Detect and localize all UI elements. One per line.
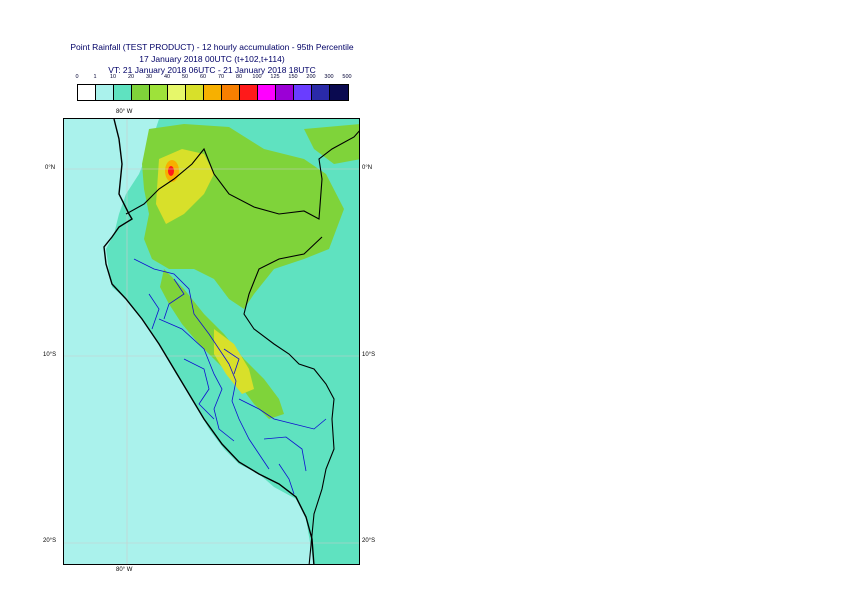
lat-label-20s-right: 20°S xyxy=(362,538,376,544)
lat-label-eq-right: 0°N xyxy=(362,165,373,171)
legend-swatch xyxy=(294,85,312,100)
legend-color-bar xyxy=(77,84,349,101)
legend-label: 0 xyxy=(75,74,79,80)
title-line-3: VT: 21 January 2018 06UTC - 21 January 2… xyxy=(108,65,316,75)
legend-label: 40 xyxy=(163,74,171,80)
lon-label-bottom: 80° W xyxy=(116,567,133,573)
legend-label: 50 xyxy=(181,74,189,80)
title-line-1: Point Rainfall (TEST PRODUCT) - 12 hourl… xyxy=(70,42,354,52)
legend-label: 100 xyxy=(252,74,262,80)
admin-boundary xyxy=(148,278,240,375)
legend-swatch xyxy=(78,85,96,100)
legend-label: 60 xyxy=(199,74,207,80)
legend-label: 300 xyxy=(324,74,334,80)
lon-label-top: 80° W xyxy=(116,109,133,115)
legend-swatch xyxy=(276,85,294,100)
legend-label: 1 xyxy=(93,74,97,80)
country-border xyxy=(125,130,359,564)
admin-boundary xyxy=(158,318,235,442)
legend-label: 500 xyxy=(342,74,352,80)
rainfall-map xyxy=(64,119,359,564)
rainfall-zone-yellow xyxy=(214,329,254,394)
legend-swatch xyxy=(186,85,204,100)
legend-swatch xyxy=(240,85,258,100)
legend-swatch xyxy=(114,85,132,100)
legend-swatch xyxy=(330,85,348,100)
legend-label: 150 xyxy=(288,74,298,80)
legend-label: 125 xyxy=(270,74,280,80)
legend-swatch xyxy=(258,85,276,100)
legend-label: 30 xyxy=(145,74,153,80)
legend-swatch xyxy=(168,85,186,100)
legend-swatch xyxy=(204,85,222,100)
rainfall-zone-red xyxy=(168,166,174,176)
admin-boundary xyxy=(133,258,270,470)
legend-label: 80 xyxy=(235,74,243,80)
rainfall-zone-green xyxy=(304,124,359,164)
legend-swatch xyxy=(222,85,240,100)
legend-swatch xyxy=(150,85,168,100)
admin-boundary xyxy=(238,398,327,495)
lat-label-eq-left: 0°N xyxy=(45,165,56,171)
legend-labels: 0 1 10 20 30 40 50 60 70 80 100 125 150 … xyxy=(75,74,351,84)
legend-label: 200 xyxy=(306,74,316,80)
lat-label-20s-left: 20°S xyxy=(43,538,57,544)
legend-label: 70 xyxy=(217,74,225,80)
map-panel xyxy=(63,118,360,565)
map-title: Point Rainfall (TEST PRODUCT) - 12 hourl… xyxy=(0,42,424,77)
legend-swatch xyxy=(96,85,114,100)
coastline xyxy=(103,119,315,564)
legend-label: 10 xyxy=(109,74,117,80)
legend-swatch xyxy=(132,85,150,100)
legend-label: 20 xyxy=(127,74,135,80)
lat-label-10s-right: 10°S xyxy=(362,352,376,358)
title-line-2: 17 January 2018 00UTC (t+102,t+114) xyxy=(139,53,285,64)
legend-swatch xyxy=(312,85,330,100)
lat-label-10s-left: 10°S xyxy=(43,352,57,358)
rainfall-legend: 0 1 10 20 30 40 50 60 70 80 100 125 150 … xyxy=(75,74,352,101)
